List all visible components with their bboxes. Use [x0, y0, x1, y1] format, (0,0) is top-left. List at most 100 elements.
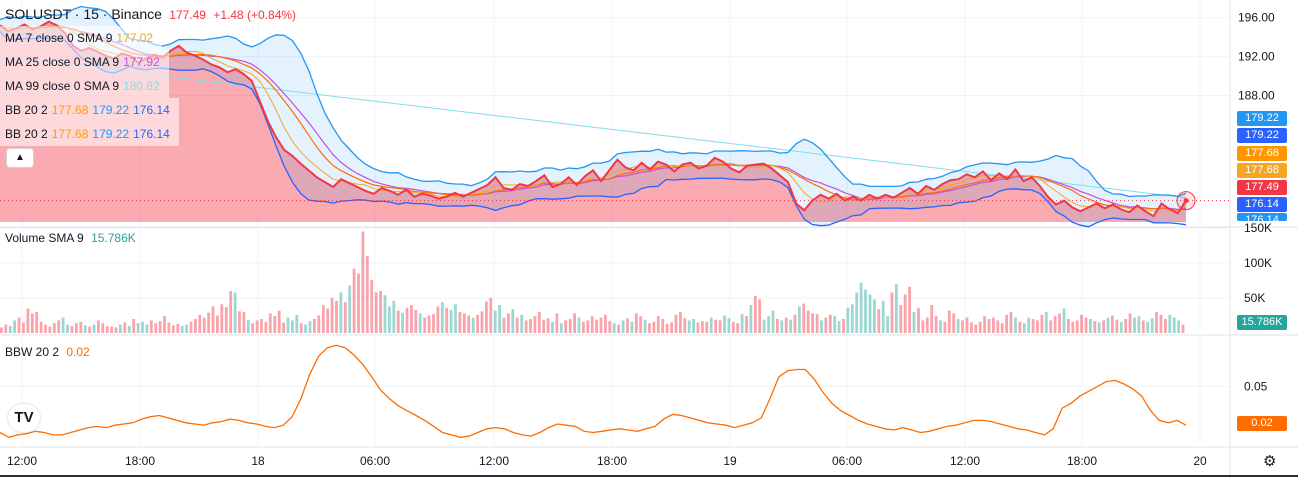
volume-bar — [145, 324, 149, 333]
time-axis[interactable]: 12:00 18:00 18 06:00 12:00 18:00 19 06:00 12:00 1… — [7, 454, 1207, 468]
volume-bar — [1106, 317, 1110, 333]
volume-bar — [414, 309, 418, 333]
volume-bar — [908, 286, 911, 333]
volume-bar — [890, 292, 894, 333]
legend-ma25[interactable]: MA 25 close 0 SMA 9 177.92 — [0, 50, 169, 74]
bbw-value: 0.02 — [66, 345, 90, 359]
volume-bar — [850, 304, 854, 333]
volume-bar — [639, 316, 643, 333]
volume-bar — [158, 321, 162, 333]
bbw-label: BBW 20 2 — [5, 345, 60, 359]
volume-bar — [79, 321, 83, 333]
volume-tick-label: 150K — [1244, 221, 1272, 235]
volume-bar — [987, 319, 991, 333]
volume-bar — [1181, 324, 1185, 333]
volume-bar — [83, 325, 87, 333]
volume-bar — [934, 316, 938, 333]
volume-bar — [92, 324, 96, 333]
volume-bar — [837, 321, 841, 333]
volume-bar — [709, 317, 713, 333]
volume-bar — [846, 307, 850, 333]
volume-bar — [392, 300, 396, 333]
volume-bar — [806, 310, 810, 333]
volume-bar — [507, 313, 510, 333]
y-axis[interactable]: 196.00 192.00 188.00 150K 100K 50K 0.05 — [1238, 11, 1275, 394]
price-tick-label: 192.00 — [1238, 50, 1275, 64]
volume-bar — [17, 317, 21, 333]
volume-bar — [1040, 314, 1044, 333]
volume-bar — [599, 317, 603, 333]
tag-bb-upper-2: 179.22 — [1237, 128, 1287, 143]
volume-bar — [899, 305, 903, 333]
volume-bar — [546, 318, 550, 333]
volume-bar — [246, 319, 250, 333]
legend-bb-1[interactable]: BB 20 2 177.68 179.22 176.14 — [0, 98, 179, 122]
legend-ma7[interactable]: MA 7 close 0 SMA 9 177.02 — [0, 26, 163, 50]
volume-bar — [529, 319, 532, 333]
volume-bar — [13, 320, 16, 333]
volume-value: 15.786K — [91, 231, 136, 245]
volume-bar — [286, 317, 290, 333]
volume-bar — [921, 320, 925, 333]
tradingview-logo[interactable]: TV — [8, 404, 40, 432]
legend-label: MA 99 close 0 SMA 9 — [5, 79, 120, 93]
price-area-fill — [0, 21, 1186, 222]
legend-value: 177.68 — [51, 127, 89, 141]
volume-bar — [44, 324, 47, 333]
volume-bar — [4, 324, 8, 333]
volume-bar — [877, 309, 881, 333]
volume-bar — [833, 316, 837, 333]
time-tick-label: 12:00 — [950, 454, 980, 468]
price-pane[interactable] — [0, 5, 1230, 228]
volume-bar — [123, 322, 127, 333]
volume-bar — [983, 316, 986, 333]
volume-bar — [555, 313, 559, 333]
volume-bar — [952, 313, 956, 333]
collapse-legend-button[interactable]: ▲ — [6, 148, 34, 168]
legend-bb-2[interactable]: BB 20 2 177.68 179.22 176.14 — [0, 122, 179, 146]
volume-bar — [595, 319, 598, 333]
legend-ma99[interactable]: MA 99 close 0 SMA 9 180.82 — [0, 74, 169, 98]
volume-bar — [1141, 320, 1145, 333]
volume-bar — [321, 305, 325, 333]
volume-bar — [1071, 321, 1075, 333]
symbol-title[interactable]: SOLUSDT · 15 · Binance — [5, 6, 162, 22]
chevron-up-icon: ▲ — [15, 152, 25, 163]
volume-bar — [515, 317, 519, 333]
volume-bar — [370, 279, 374, 333]
volume-bar — [1159, 314, 1163, 333]
volume-bar — [784, 317, 788, 333]
volume-bar — [956, 319, 960, 333]
price-change: +1.48 (+0.84%) — [213, 8, 297, 22]
volume-bar — [149, 320, 153, 333]
volume-bar — [978, 321, 982, 333]
volume-bar — [771, 310, 775, 333]
volume-bar — [313, 319, 316, 333]
volume-bar — [608, 321, 612, 333]
volume-bar — [903, 294, 907, 333]
volume-bar — [912, 312, 916, 333]
last-price: 177.49 — [169, 8, 206, 22]
gear-icon[interactable]: ⚙ — [1263, 453, 1277, 470]
volume-pane[interactable] — [0, 231, 1185, 334]
volume-bar — [718, 320, 722, 333]
volume-bar — [22, 322, 25, 333]
volume-bar — [39, 321, 43, 333]
volume-bar — [767, 316, 770, 333]
volume-bar — [388, 306, 391, 333]
volume-bar — [454, 304, 457, 333]
volume-bar — [683, 318, 687, 333]
bbw-pane[interactable] — [0, 344, 1187, 438]
volume-bar — [198, 314, 202, 333]
legend-label: MA 7 close 0 SMA 9 — [5, 31, 113, 45]
volume-bar — [66, 324, 69, 333]
volume-bar — [308, 321, 312, 333]
time-tick-label: 18:00 — [597, 454, 627, 468]
volume-bar — [119, 324, 122, 333]
legend-value: 176.14 — [133, 103, 170, 117]
volume-bar — [1036, 320, 1039, 333]
volume-bar — [939, 320, 942, 333]
time-tick-label: 18:00 — [1067, 454, 1097, 468]
volume-bar — [855, 292, 859, 333]
